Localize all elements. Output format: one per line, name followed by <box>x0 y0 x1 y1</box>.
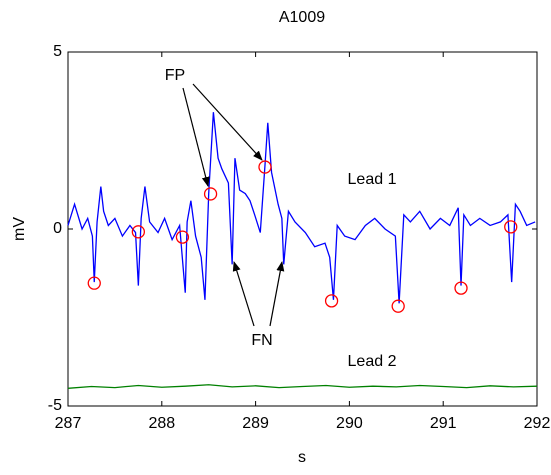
y-tick-label: 0 <box>53 220 62 237</box>
line <box>67 384 538 389</box>
series-label: Lead 2 <box>348 353 397 370</box>
y-axis-label: mV <box>11 217 28 241</box>
x-tick-label: 290 <box>336 415 363 432</box>
detection-marker <box>258 160 272 174</box>
y-tick-label: -5 <box>48 397 62 414</box>
x-axis-label: s <box>298 449 306 466</box>
detection-marker <box>504 220 518 234</box>
annotation: FP <box>165 67 185 84</box>
detection-marker <box>391 299 405 313</box>
line <box>67 112 536 304</box>
detection-marker <box>131 225 146 239</box>
annotation-arrow <box>232 261 255 327</box>
detection-marker <box>87 276 101 290</box>
detection-marker <box>203 187 218 201</box>
x-tick-label: 291 <box>430 415 457 432</box>
detection-marker <box>175 230 190 244</box>
annotation-arrow <box>182 87 210 187</box>
series-label: Lead 1 <box>348 171 397 188</box>
annotation: FN <box>251 332 272 349</box>
annotation-arrow <box>269 261 285 327</box>
x-tick-label: 287 <box>55 415 82 432</box>
y-tick-label: 5 <box>53 43 62 60</box>
detection-marker <box>324 294 339 308</box>
x-tick-label: 292 <box>524 415 551 432</box>
chart-title: A1009 <box>279 9 325 26</box>
x-tick-label: 289 <box>242 415 269 432</box>
annotation-arrow <box>192 83 263 161</box>
x-tick-label: 288 <box>148 415 175 432</box>
detection-marker <box>454 281 468 295</box>
